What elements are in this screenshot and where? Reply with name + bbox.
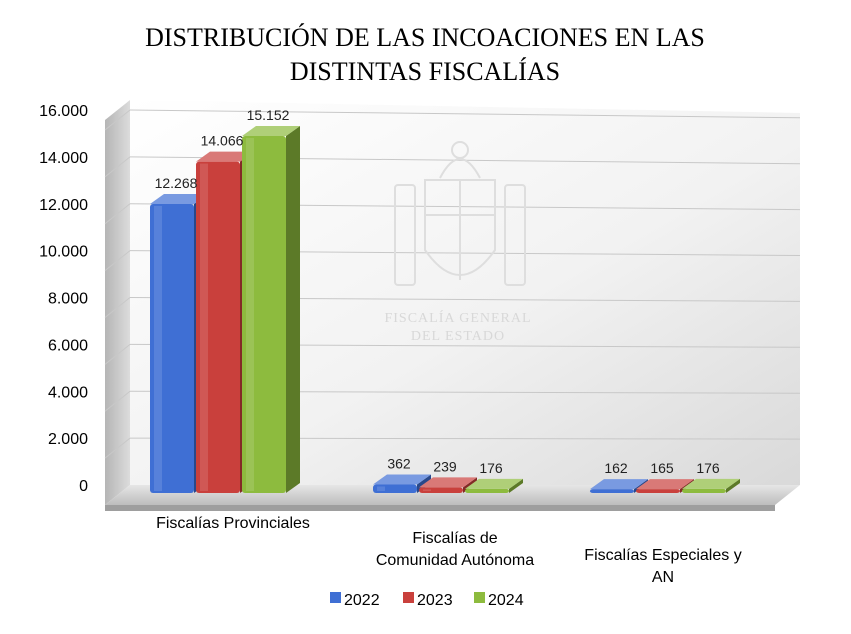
category-label: Fiscalías de: [412, 530, 497, 547]
data-label-2023-3: 165: [650, 460, 674, 476]
legend-label: 2023: [417, 592, 453, 609]
bar-top: [242, 126, 300, 136]
gridline: [129, 109, 801, 119]
legend-swatch: [330, 592, 341, 603]
bar-top: [465, 478, 523, 489]
bar-2024-1: [242, 126, 300, 493]
chart-title-line-1: DISTRIBUCIÓN DE LAS INCOACIONES EN LAS: [145, 23, 705, 52]
y-axis: 0 2.000 4.000 6.000 8.000 10.000 12.000 14.000 1…: [39, 103, 88, 495]
bar-side: [726, 478, 740, 493]
bar-top: [150, 193, 208, 204]
gridline-side: [104, 109, 131, 131]
bar-2024-3: [682, 478, 740, 493]
bar-front: [419, 487, 463, 493]
x-axis-categories: Fiscalías Provinciales Fiscalías de Comuni…: [156, 515, 742, 586]
y-tick-label: 8.000: [48, 291, 88, 308]
bar-top: [419, 477, 477, 488]
legend-item-2022: 2022: [330, 592, 380, 609]
watermark: FISCALÍA GENERAL DEL ESTADO: [384, 141, 531, 344]
category-label: Fiscalías Especiales y: [584, 547, 741, 564]
bar-front: [590, 489, 634, 493]
bar-top: [636, 479, 694, 490]
bar-front: [636, 489, 680, 493]
data-label-2022-1: 12.268: [155, 175, 198, 191]
bar-top: [590, 479, 648, 490]
bar-top: [373, 474, 431, 485]
gridline-side: [104, 390, 131, 412]
legend-item-2024: 2024: [474, 592, 524, 609]
y-tick-label: 4.000: [48, 384, 88, 401]
gridline-side: [104, 437, 131, 459]
y-tick-label: 0: [79, 478, 88, 495]
legend-item-2023: 2023: [403, 592, 453, 609]
data-label-2022-3: 162: [604, 460, 628, 476]
gridline-side: [104, 156, 131, 178]
legend-label: 2024: [488, 592, 524, 609]
bar-highlight: [154, 205, 162, 492]
gridline-side: [104, 343, 131, 365]
floor-edge: [105, 505, 775, 511]
legend-swatch: [403, 592, 414, 603]
bar-2022-2: [373, 474, 431, 493]
y-tick-label: 14.000: [39, 150, 88, 167]
bar-top: [682, 478, 740, 489]
chart-title-line-2: DISTINTAS FISCALÍAS: [290, 57, 560, 86]
legend-swatch: [474, 592, 485, 603]
data-label-2024-1: 15.152: [247, 107, 290, 123]
watermark-line-2: DEL ESTADO: [411, 329, 505, 344]
bars: [150, 126, 740, 494]
watermark-line-1: FISCALÍA GENERAL: [384, 309, 531, 326]
category-label: Fiscalías Provinciales: [156, 515, 310, 532]
bar-front: [465, 488, 509, 493]
data-label-2024-3: 176: [696, 460, 720, 476]
bar-top: [196, 151, 254, 162]
data-label-2024-2: 176: [479, 460, 503, 476]
bar-highlight: [377, 486, 385, 491]
bar-front: [682, 488, 726, 493]
gridline-side: [104, 297, 131, 318]
y-tick-label: 6.000: [48, 337, 88, 354]
y-tick-label: 10.000: [39, 244, 88, 261]
gridline-side: [104, 203, 131, 225]
data-label-2023-1: 14.066: [201, 133, 244, 149]
coat-of-arms-watermark: [394, 141, 526, 286]
bar-2024-2: [465, 478, 523, 493]
bar-highlight: [246, 138, 254, 491]
y-tick-label: 2.000: [48, 431, 88, 448]
bar-side: [286, 126, 300, 493]
bar-2023-2: [419, 477, 477, 493]
y-tick-label: 16.000: [39, 103, 88, 120]
data-label-2022-2: 362: [387, 455, 411, 471]
category-label: Comunidad Autónoma: [376, 552, 534, 569]
bar-side: [509, 478, 523, 493]
bar-highlight: [423, 489, 431, 491]
legend-label: 2022: [344, 592, 380, 609]
data-label-2023-2: 239: [433, 458, 457, 474]
gridline-side: [104, 250, 131, 272]
side-wall: [105, 100, 130, 505]
category-label: AN: [652, 569, 674, 586]
legend: 2022 2023 2024: [330, 592, 524, 609]
bar-highlight: [200, 163, 208, 491]
y-tick-label: 12.000: [39, 197, 88, 214]
bar-side: [463, 477, 477, 493]
